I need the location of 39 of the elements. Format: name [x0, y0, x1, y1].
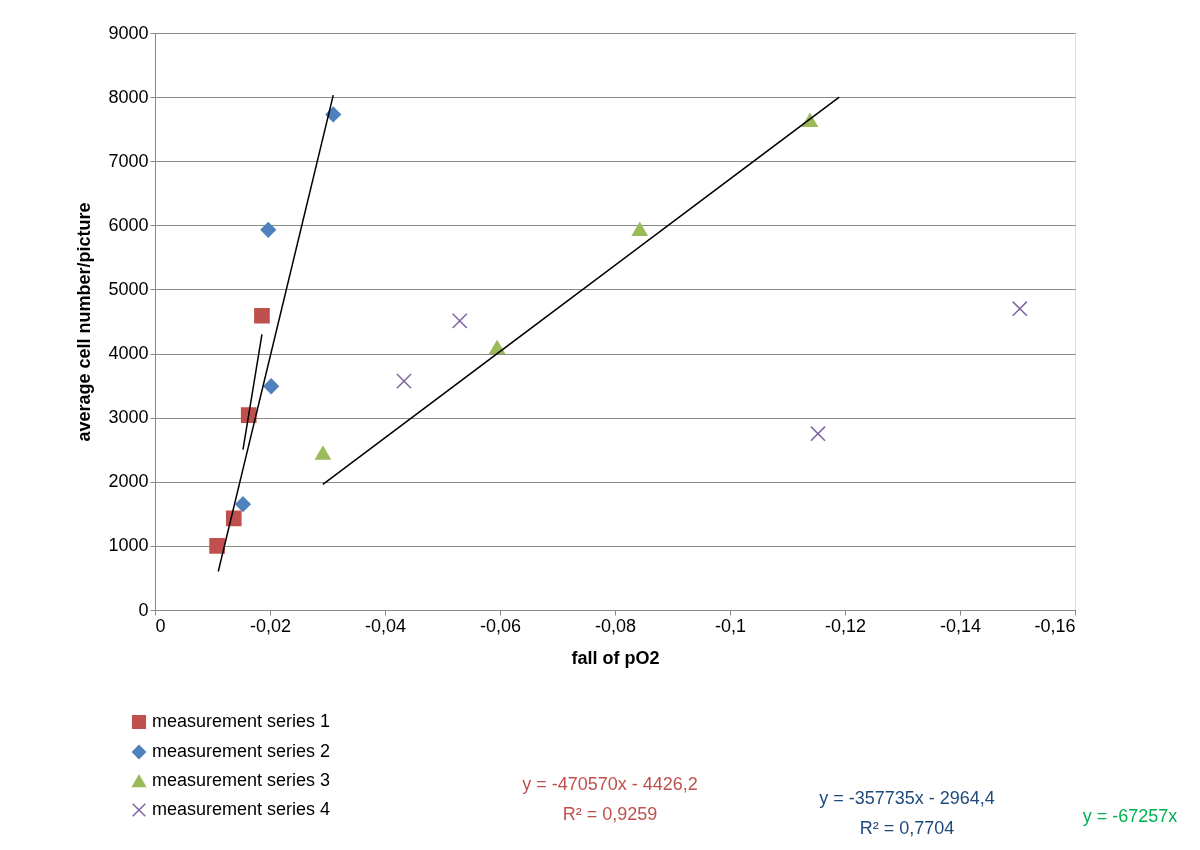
y-tick-label: 3000 — [108, 407, 149, 428]
x-tick-label: -0,14 — [939, 615, 982, 636]
point — [451, 313, 468, 329]
y-tick-label: 0 — [138, 599, 149, 620]
legend-label: measurement series 1 — [152, 711, 331, 731]
x-tick-label: -0,08 — [594, 615, 637, 636]
y-tick-label: 9000 — [108, 22, 149, 43]
point — [254, 307, 270, 324]
x-tick-label: -0,02 — [249, 615, 292, 636]
y-tick-label: 8000 — [108, 86, 149, 107]
y-tick-label: 1000 — [108, 535, 149, 556]
point — [260, 222, 277, 238]
text: y = -357735x - 2964,4 R² = 0,7704 — [819, 788, 995, 838]
point — [235, 496, 251, 513]
y-tick-label: 7000 — [108, 150, 149, 171]
x-tick-label: -0,04 — [364, 615, 407, 636]
point — [1011, 300, 1028, 317]
x-tick-label: 0 — [155, 615, 166, 636]
point — [209, 538, 225, 554]
x-tick-label: -0,12 — [824, 615, 867, 636]
y-axis-title: average cell number/picture — [74, 202, 95, 442]
point — [396, 373, 412, 389]
point — [810, 425, 826, 442]
y-tick-label: 2000 — [108, 471, 149, 492]
point — [263, 378, 279, 395]
point — [315, 446, 331, 460]
point — [631, 222, 648, 237]
x-axis-title: fall of pO2 — [571, 647, 660, 668]
legend-label: measurement series 2 — [152, 741, 331, 761]
legend-label: measurement series 3 — [152, 770, 331, 790]
x-tick-label: -0,1 — [714, 615, 747, 636]
legend-label: measurement series 4 — [152, 799, 331, 819]
y-tick-label: 6000 — [108, 214, 149, 235]
x-tick-label: -0,06 — [479, 615, 522, 636]
y-tick-label: 5000 — [108, 278, 149, 299]
text: y = -67257x — [1082, 806, 1178, 826]
y-tick-label: 4000 — [108, 343, 149, 364]
x-tick-label: -0,16 — [1034, 615, 1076, 636]
text: y = -470570x - 4426,2 R² = 0,9259 — [522, 774, 698, 824]
